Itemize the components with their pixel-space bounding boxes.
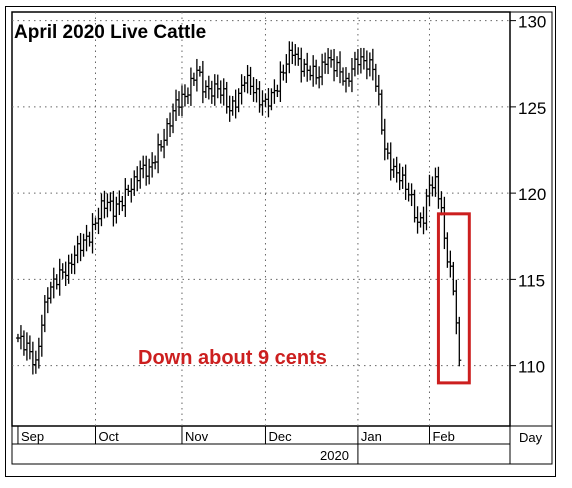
month-label: Sep [21, 429, 44, 444]
highlight-box [436, 212, 471, 385]
price-bars [15, 41, 462, 375]
day-label: Day [519, 430, 543, 445]
outer-frame [5, 6, 556, 477]
month-label: Jan [361, 429, 382, 444]
gridlines [12, 12, 510, 426]
y-tick-label: 120 [518, 185, 546, 204]
y-axis-ticks: 110 115 120 125 130 [510, 13, 546, 377]
month-label: Feb [432, 429, 454, 444]
month-label: Oct [98, 429, 119, 444]
annotation-text: Down about 9 cents [138, 347, 327, 369]
month-label: Nov [185, 429, 209, 444]
month-label: Dec [268, 429, 292, 444]
y-tick-label: 125 [518, 99, 546, 118]
y-tick-label: 110 [518, 358, 545, 377]
ohlc-bar [457, 316, 462, 367]
x-axis-months: Sep Oct Nov Dec Jan Feb [17, 426, 455, 464]
y-tick-label: 130 [518, 13, 546, 32]
chart-title: April 2020 Live Cattle [14, 22, 206, 43]
y-tick-label: 115 [518, 271, 545, 290]
day-label-box [509, 425, 553, 465]
year-label: 2020 [320, 448, 349, 463]
